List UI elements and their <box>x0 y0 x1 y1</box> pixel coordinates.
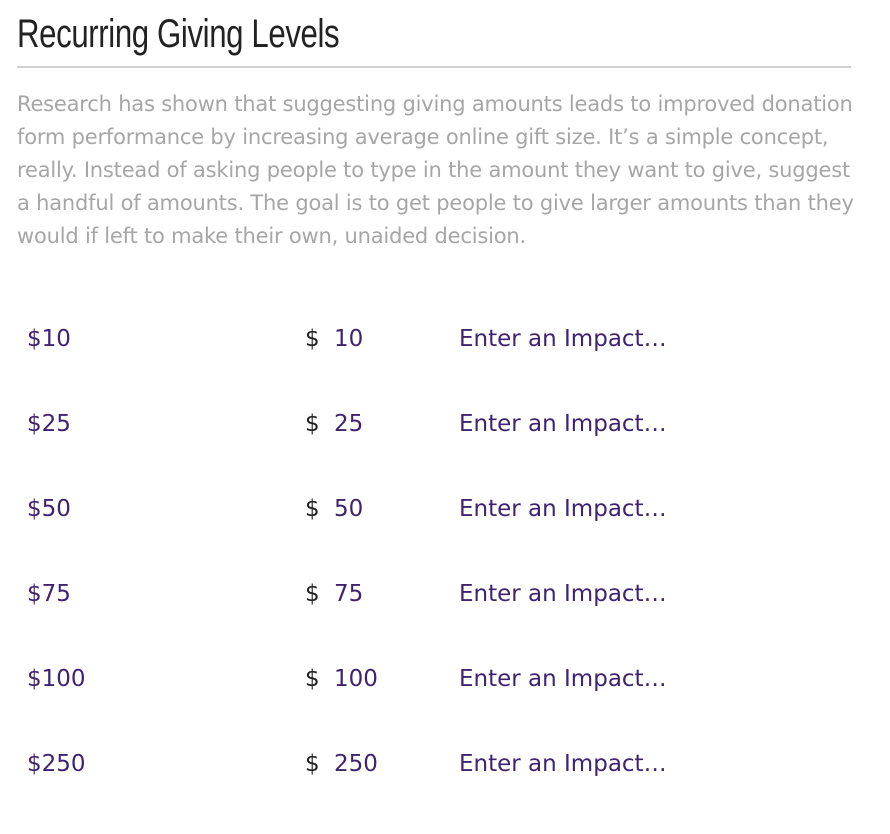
level-label: $25 <box>27 411 71 437</box>
level-label: $10 <box>27 326 71 352</box>
amount-input[interactable]: 50 <box>334 496 364 522</box>
impact-input[interactable]: Enter an Impact… <box>459 751 667 777</box>
amount-input[interactable]: 10 <box>334 326 364 352</box>
currency-symbol: $ <box>305 411 320 437</box>
impact-input[interactable]: Enter an Impact… <box>459 666 667 692</box>
levels-list: $10 $10 Enter an Impact… $25 $25 Enter an Imp… <box>0 320 890 830</box>
amount-input[interactable]: 25 <box>334 411 364 437</box>
currency-symbol: $ <box>305 666 320 692</box>
amount-input[interactable]: 250 <box>334 751 378 777</box>
level-label: $50 <box>27 496 71 522</box>
impact-input[interactable]: Enter an Impact… <box>459 581 667 607</box>
currency-symbol: $ <box>305 496 320 522</box>
level-label: $75 <box>27 581 71 607</box>
currency-symbol: $ <box>305 581 320 607</box>
impact-input[interactable]: Enter an Impact… <box>459 326 667 352</box>
amount-input[interactable]: 75 <box>334 581 364 607</box>
level-label: $100 <box>27 666 86 692</box>
impact-input[interactable]: Enter an Impact… <box>459 411 667 437</box>
section-title: Recurring Giving Levels <box>17 12 340 56</box>
level-row: $75 $75 Enter an Impact… <box>0 575 890 660</box>
level-row: $10 $10 Enter an Impact… <box>0 320 890 405</box>
level-row: $100 $100 Enter an Impact… <box>0 660 890 745</box>
currency-symbol: $ <box>305 751 320 777</box>
currency-symbol: $ <box>305 326 320 352</box>
amount-input[interactable]: 100 <box>334 666 378 692</box>
impact-input[interactable]: Enter an Impact… <box>459 496 667 522</box>
level-label: $250 <box>27 751 86 777</box>
level-row: $25 $25 Enter an Impact… <box>0 405 890 490</box>
level-row: $50 $50 Enter an Impact… <box>0 490 890 575</box>
level-row: $250 $250 Enter an Impact… <box>0 745 890 830</box>
description: Research has shown that suggesting givin… <box>17 92 854 248</box>
divider <box>17 66 851 68</box>
